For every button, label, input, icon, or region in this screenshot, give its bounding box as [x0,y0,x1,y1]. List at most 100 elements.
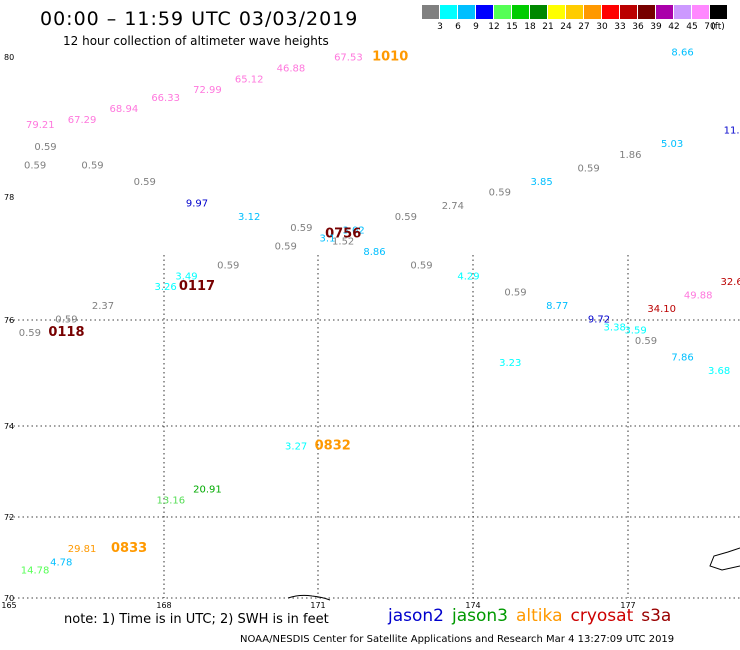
credit-line: NOAA/NESDIS Center for Satellite Applica… [240,634,675,645]
colorbar-swatch [602,5,620,19]
colorbar-tick-label: 42 [668,22,680,32]
wave-height-label: 65.12 [235,74,264,85]
wave-height-label: 3.23 [499,358,521,369]
wave-height-label: 11.2 [724,126,740,137]
wave-height-label: 2.37 [92,301,114,312]
wave-height-label: 3.12 [238,212,260,223]
wave-height-label: 1.52 [332,236,354,247]
colorbar-tick-label: 30 [596,22,608,32]
wave-height-label: 79.21 [26,120,55,131]
pass-time-label: 0118 [48,325,84,340]
colorbar-swatch [512,5,530,19]
wave-height-label: 3.26 [155,282,177,293]
wave-height-label: 0.59 [275,242,297,253]
map-subtitle: 12 hour collection of altimeter wave hei… [63,34,329,48]
wave-height-label: 32.65 [720,277,740,288]
wave-height-label: 0.59 [134,177,156,188]
wave-height-label: 0.59 [290,223,312,234]
colorbar-swatch [422,5,440,19]
colorbar-swatch [692,5,710,19]
colorbar-tick-label: 15 [506,22,518,32]
units-note: note: 1) Time is in UTC; 2) SWH is in fe… [64,612,329,627]
wave-height-label: 0.59 [489,188,511,199]
wave-height-label: 8.66 [671,47,693,58]
colorbar-tick-label: 45 [686,22,698,32]
colorbar-swatch [476,5,494,19]
wave-height-label: 0.59 [635,336,657,347]
coastline-fragment [287,594,331,601]
pass-time-label: 0117 [179,279,215,294]
wave-height-label: 13.16 [157,496,186,507]
wave-height-label: 72.99 [193,85,222,96]
wave-height-label: 8.86 [363,247,385,258]
wave-height-label: 29.81 [68,544,97,555]
wave-height-label: 0.59 [217,261,239,272]
satellite-legend-item: jason2 [388,606,444,626]
wave-height-label: 9.72 [588,315,610,326]
wave-height-label: 3.59 [624,325,646,336]
wave-height-label: 1.86 [619,150,641,161]
wave-height-label: 0.59 [34,142,56,153]
satellite-legend-item: jason3 [452,606,508,626]
longitude-tick-label: 177 [620,601,635,610]
colorbar-swatch [530,5,548,19]
wave-height-label: 46.88 [277,64,306,75]
longitude-tick-label: 168 [156,601,171,610]
wave-height-label: 0.59 [24,161,46,172]
colorbar-swatch [710,5,728,19]
colorbar-tick-label: 6 [455,22,461,32]
wave-height-label: 8.77 [546,301,568,312]
wave-height-label: 3.49 [175,271,197,282]
colorbar-swatch [440,5,458,19]
satellite-legend: jason2 jason3 altika cryosat s3a [388,606,679,626]
colorbar-tick-label: 36 [632,22,644,32]
colorbar-legend: 3 6 9 12 15 18 21 24 27 30 33 36 39 42 45 70 (ft) [422,5,740,35]
wave-height-label: 3.68 [708,366,730,377]
longitude-tick-label: 174 [465,601,480,610]
wave-height-label: 34.10 [647,304,676,315]
colorbar-tick-label: 9 [473,22,479,32]
colorbar-swatch [566,5,584,19]
colorbar-swatch [584,5,602,19]
coastline-fragment [709,547,740,571]
satellite-legend-item: cryosat [570,606,634,626]
wave-height-label: 0.59 [410,261,432,272]
wave-height-label: 68.94 [110,104,139,115]
wave-height-label: 3.85 [530,177,552,188]
colorbar-swatch [548,5,566,19]
colorbar-swatch [494,5,512,19]
colorbar-swatch [620,5,638,19]
colorbar-swatch [656,5,674,19]
wave-height-label: 0.59 [577,163,599,174]
colorbar-swatch [638,5,656,19]
wave-height-label: 9.97 [186,199,208,210]
wave-height-label: 14.78 [21,566,50,577]
colorbar-tick-label: 12 [488,22,500,32]
wave-height-label: 5.03 [661,139,683,150]
satellite-legend-item: altika [516,606,563,626]
colorbar-tick-label: 21 [542,22,554,32]
colorbar-tick-label: 27 [578,22,590,32]
wave-height-label: 2.74 [442,201,464,212]
wave-height-label: 3.38 [604,323,626,334]
wave-height-label: 67.29 [68,115,97,126]
latitude-tick-label: 78 [4,193,14,202]
pass-time-label: 0756 [325,226,361,241]
latitude-tick-label: 76 [4,316,14,325]
latitude-tick-label: 80 [4,53,14,62]
wave-height-label: 0.59 [81,161,103,172]
longitude-tick-label: 171 [310,601,325,610]
latitude-tick-label: 70 [4,594,14,603]
wave-height-label: 7.86 [671,352,693,363]
wave-height-label: 0.59 [504,288,526,299]
wave-height-label: 67.53 [334,53,363,64]
colorbar-tick-label: 70 [704,22,716,32]
pass-time-label: 0833 [111,541,147,556]
longitude-tick-label: 165 [1,601,16,610]
wave-height-label: 3.1 [320,234,336,245]
colorbar-unit: (ft) [711,22,725,32]
map-title: 00:00 – 11:59 UTC 03/03/2019 [40,8,359,30]
wave-height-label: 0.59 [55,315,77,326]
pass-time-label: 0832 [315,439,351,454]
